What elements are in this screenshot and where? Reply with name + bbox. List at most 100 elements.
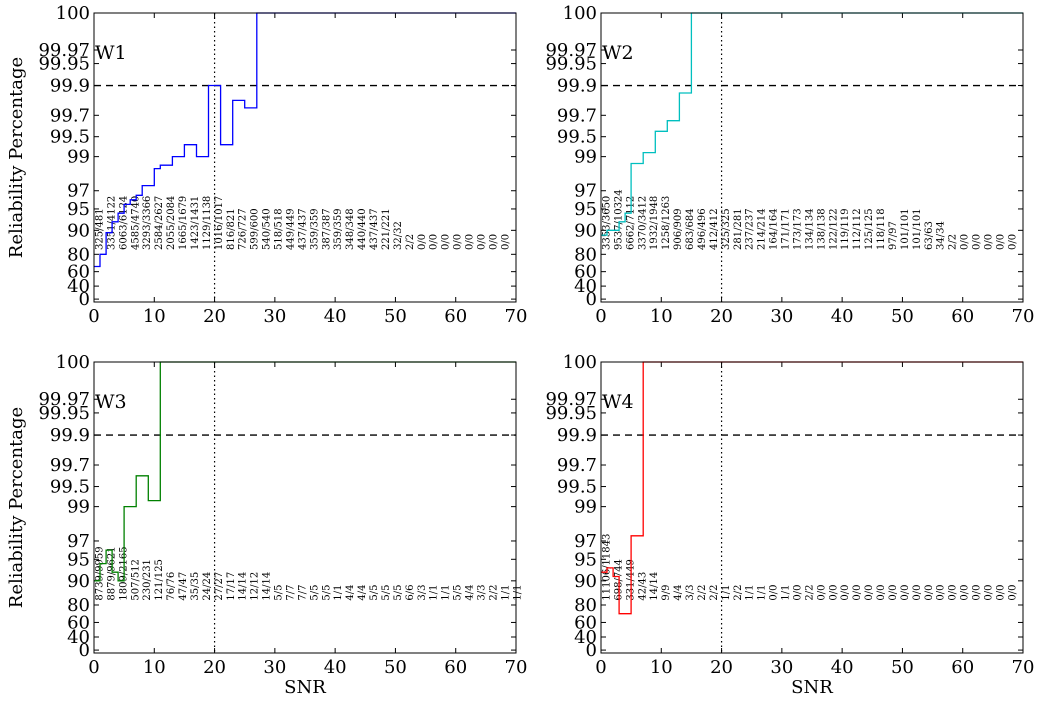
count-label: 0/0 [476,234,487,250]
series-line [94,361,516,582]
axes-frame [93,12,517,303]
count-label: 121/125 [154,559,165,601]
y-tick-label: 90 [67,571,90,592]
series-line [94,12,516,268]
count-label: 134/134 [804,208,815,250]
x-tick-label: 30 [770,306,793,327]
count-label: 4585/4740 [130,196,141,250]
count-label: 12/12 [250,572,261,601]
panel-label: W1 [95,42,127,64]
count-label: 42/43 [637,572,648,601]
count-label: 2/2 [733,585,744,601]
y-tick-label: 99.97 [38,40,90,61]
y-tick-label: 100 [563,3,597,24]
y-tick-label: 99 [67,147,90,168]
y-tick-label: 99 [574,147,597,168]
y-tick-label: 99.7 [50,105,90,126]
count-label: 507/512 [130,559,141,601]
count-label: 2/2 [709,585,720,601]
y-tick-label: 99 [574,497,597,518]
count-label: 540/540 [262,208,273,250]
axes-frame [600,361,1024,654]
count-label: 0/0 [912,585,923,601]
count-label: 5/5 [393,585,404,601]
x-tick-label: 0 [88,306,99,327]
y-tick-label: 40 [67,276,90,297]
count-label: 32/32 [393,221,404,250]
x-tick-label: 50 [891,306,914,327]
count-label: 1016/1017 [214,196,225,250]
count-label: 816/821 [226,208,237,250]
count-label: 0/0 [441,234,452,250]
y-tick-label: 40 [67,627,90,648]
x-tick-label: 30 [263,306,286,327]
count-label: 9/9 [661,585,672,601]
count-label: 0/0 [983,234,994,250]
count-label: 118/118 [876,208,887,250]
count-label: 0/0 [417,234,428,250]
count-label: 8879/9621 [106,546,117,600]
count-label: 3293/3366 [142,196,153,250]
count-label: 0/0 [995,234,1006,250]
count-label: 1/1 [721,585,732,601]
y-tick-label: 90 [67,220,90,241]
y-tick-label: 99.97 [38,389,90,410]
count-label: 7/7 [297,585,308,601]
panel-label: W4 [602,391,634,413]
count-label: 2/2 [405,234,416,250]
y-axis-label: Reliability Percentage [6,407,27,608]
count-label: 1/1 [441,585,452,601]
count-label: 0/0 [972,234,983,250]
count-label: 0/0 [816,585,827,601]
y-tick-label: 0 [586,640,597,661]
count-label: 138/138 [816,208,827,250]
y-axis-label: Reliability Percentage [6,57,27,258]
x-tick-label: 20 [203,306,226,327]
count-label: 440/440 [357,208,368,250]
count-label: 4/4 [357,585,368,601]
y-tick-label: 99.95 [545,403,597,424]
count-label: 0/0 [888,585,899,601]
count-label: 0/0 [864,585,875,601]
series-line [601,361,1023,615]
y-tick-label: 99.5 [557,477,597,498]
count-label: 0/0 [995,585,1006,601]
count-label: 173/173 [792,208,803,250]
count-label: 0/0 [500,234,511,250]
y-tick-label: 80 [67,244,90,265]
count-label: 1/1 [781,585,792,601]
x-tick-label: 0 [88,657,99,678]
y-tick-label: 99.5 [50,127,90,148]
count-label: 3/3 [417,585,428,601]
count-label: 214/214 [757,208,768,250]
count-label: 2/2 [948,234,959,250]
y-tick-label: 99.9 [557,76,597,97]
count-label: 3370/3412 [637,196,648,250]
y-tick-label: 99.5 [557,127,597,148]
y-tick-label: 99.95 [545,54,597,75]
count-label: 0/0 [960,234,971,250]
y-tick-label: 40 [574,627,597,648]
y-tick-label: 90 [574,220,597,241]
count-label: 0/0 [1007,585,1018,601]
count-label: 6063/6124 [118,196,129,250]
x-tick-label: 10 [143,657,166,678]
y-tick-label: 95 [67,549,90,570]
count-label: 14/14 [238,572,249,601]
count-label: 0/0 [465,234,476,250]
x-tick-label: 40 [831,306,854,327]
y-tick-label: 99.9 [557,425,597,446]
count-label: 119/119 [840,208,851,250]
count-label: 0/0 [488,234,499,250]
count-label: 1/1 [757,585,768,601]
count-label: 1/1 [429,585,440,601]
y-tick-label: 60 [67,262,90,283]
count-label: 5/5 [274,585,285,601]
count-label: 1129/1138 [202,196,213,250]
y-tick-label: 99.7 [557,105,597,126]
count-label: 437/437 [369,208,380,250]
count-label: 5/5 [321,585,332,601]
count-label: 9537/10324 [613,189,624,250]
x-axis-label: SNR [791,677,833,698]
count-label: 24/24 [202,572,213,601]
